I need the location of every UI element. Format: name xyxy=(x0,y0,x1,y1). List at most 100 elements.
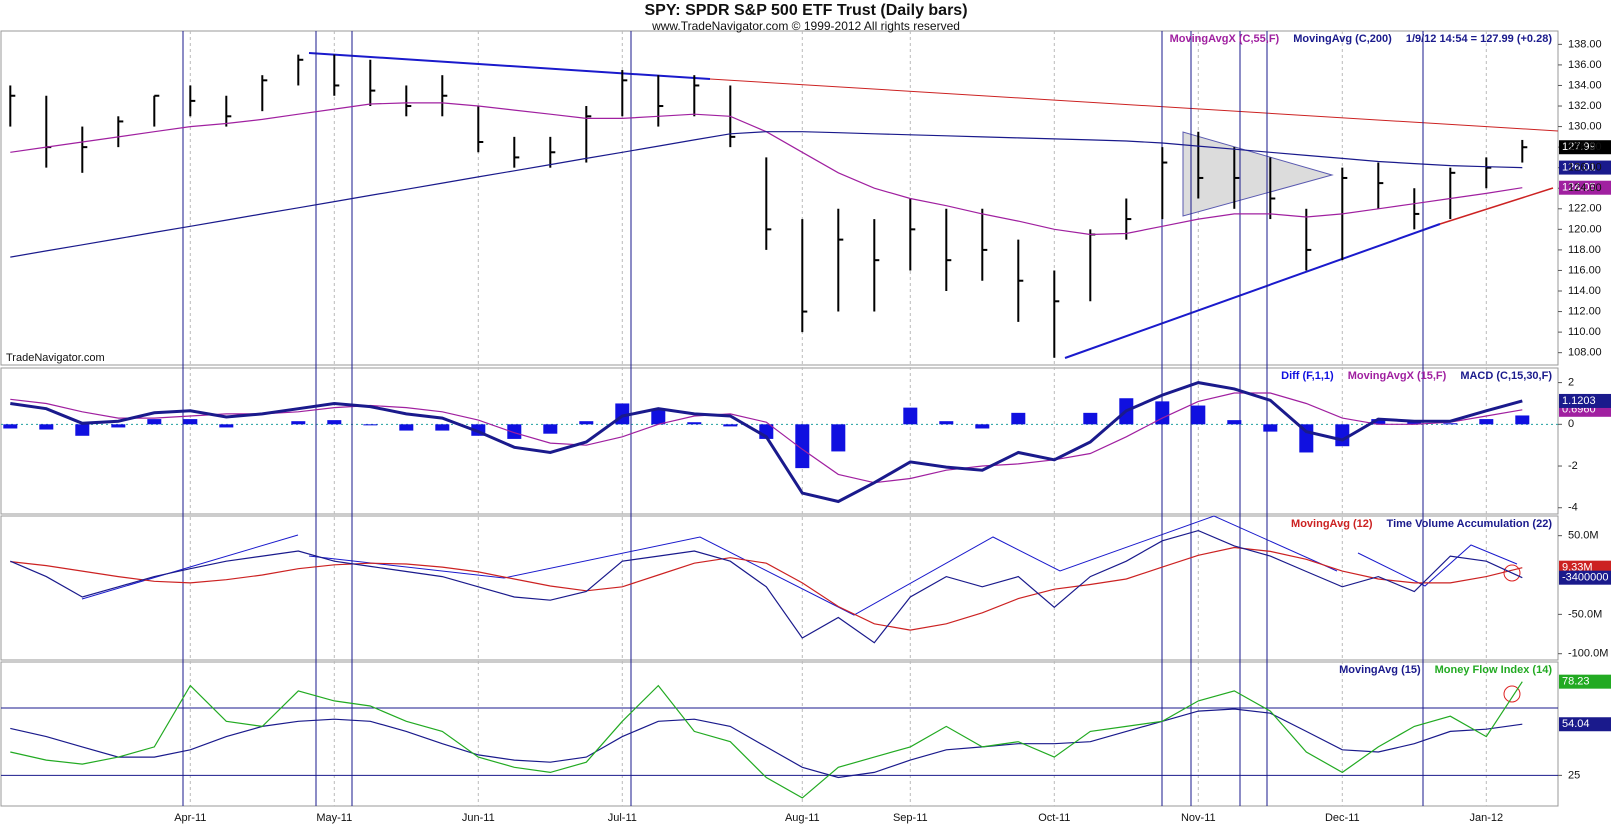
value-box-bg xyxy=(1559,180,1611,195)
histogram-bar xyxy=(399,424,414,431)
value-box: 127.99 xyxy=(1559,140,1611,155)
value-box: 54.04 xyxy=(1559,717,1611,732)
histogram-bar xyxy=(39,424,54,430)
y-tick-label: 118.00 xyxy=(1568,244,1601,256)
y-tick-label: 134.00 xyxy=(1568,79,1602,91)
highlight-circle xyxy=(1503,685,1521,703)
histogram-bar xyxy=(795,424,810,469)
y-tick-label: 126.00 xyxy=(1568,162,1602,174)
legend-entry: 1/9/12 14:54 = 127.99 (+0.28) xyxy=(1406,33,1553,45)
histogram-bar xyxy=(3,424,18,429)
y-tick-label: 110.00 xyxy=(1568,326,1601,338)
x-tick-label: Sep-11 xyxy=(893,812,928,824)
chart-subtitle: www.TradeNavigator.com © 1999-2012 All r… xyxy=(651,19,960,33)
histogram-bar xyxy=(1011,412,1026,425)
y-tick-label: 124.00 xyxy=(1568,182,1602,194)
y-tick-label: -4 xyxy=(1568,502,1578,514)
histogram-bar xyxy=(579,421,594,425)
y-tick-label: 122.00 xyxy=(1568,203,1602,215)
histogram-bar xyxy=(1227,420,1242,425)
value-box-label: 124.05 xyxy=(1562,182,1596,194)
value-box-label: 54.04 xyxy=(1562,718,1590,730)
value-box-label: 1.1203 xyxy=(1562,395,1596,407)
histogram-bar xyxy=(651,408,666,425)
tva-trend-lines xyxy=(81,534,299,600)
y-tick-label: 120.00 xyxy=(1568,223,1602,235)
event-lines xyxy=(182,31,1424,806)
y-tick-label: 108.00 xyxy=(1568,347,1602,359)
value-box: 126.01 xyxy=(1559,160,1611,175)
histogram-bar xyxy=(975,424,990,429)
tva-trend-lines xyxy=(1357,544,1518,587)
plot: 124.05 126.01 127.99 1/9/12 14:54 = 127.99 … xyxy=(3,33,1611,799)
x-tick-label: Jan-12 xyxy=(1469,812,1503,824)
value-box-label: 9.33M xyxy=(1562,562,1593,574)
value-box-label: -3400000 xyxy=(1562,572,1609,584)
y-tick-label: -50.0M xyxy=(1568,608,1602,620)
value-box: 1.1203 xyxy=(1559,393,1611,408)
x-tick-label: May-11 xyxy=(316,812,352,824)
value-box-bg xyxy=(1559,393,1611,408)
histogram-bar xyxy=(183,419,198,425)
value-box-bg xyxy=(1559,140,1611,155)
y-tick-label: 136.00 xyxy=(1568,59,1602,71)
y-tick-label: 25 xyxy=(1568,769,1580,781)
legend-entry: MovingAvg (12) xyxy=(1291,518,1373,530)
triangle-pattern xyxy=(1182,131,1334,217)
legend-entry: MovingAvgX (15,F) xyxy=(1348,370,1447,382)
histogram-bar xyxy=(687,422,702,425)
histogram-bar xyxy=(1407,421,1422,425)
histogram-bar xyxy=(327,420,342,425)
x-tick-label: Apr-11 xyxy=(174,812,206,824)
indicator-line xyxy=(10,681,1523,799)
panel-frames xyxy=(0,30,1559,807)
histogram-bar xyxy=(507,424,522,439)
histogram-bar xyxy=(1479,419,1494,425)
trend-line xyxy=(308,52,711,80)
y-tick-label: 128.00 xyxy=(1568,141,1602,153)
histogram-bar xyxy=(831,424,846,452)
histogram-bar xyxy=(1515,415,1530,425)
y-tick-label: 116.00 xyxy=(1568,264,1601,276)
histogram-bar xyxy=(939,421,954,425)
histogram-bar xyxy=(903,407,918,425)
histogram-bar xyxy=(75,424,90,436)
legend-entry: Diff (F,1,1) xyxy=(1281,370,1334,382)
histogram-bar xyxy=(1191,405,1206,425)
indicator-line xyxy=(10,529,1523,644)
value-box: -3400000 xyxy=(1559,570,1611,585)
value-box-bg xyxy=(1559,717,1611,732)
histogram-bar xyxy=(1155,401,1170,425)
tva-trend-lines xyxy=(503,515,1338,616)
x-tick-label: Jun-11 xyxy=(462,812,495,824)
y-tick-label: 130.00 xyxy=(1568,120,1602,132)
trend-line xyxy=(1064,223,1441,359)
trend-line xyxy=(1439,187,1554,225)
histogram-bar xyxy=(147,419,162,425)
legend-entry: Money Flow Index (14) xyxy=(1435,664,1553,676)
value-box-bg xyxy=(1559,160,1611,175)
highlight-circle xyxy=(1503,564,1521,582)
legend-entry: MACD (C,15,30,F) xyxy=(1460,370,1552,382)
histogram-bar xyxy=(291,421,306,425)
y-tick-label: 50.0M xyxy=(1568,530,1599,542)
x-tick-label: Jul-11 xyxy=(608,812,637,824)
macd-panel xyxy=(0,367,1559,515)
y-tick-label: 132.00 xyxy=(1568,100,1602,112)
histogram-bar xyxy=(1263,424,1278,432)
y-tick-label: -100.0M xyxy=(1568,648,1608,660)
histogram-bar xyxy=(219,424,234,428)
x-tick-label: Aug-11 xyxy=(785,812,820,824)
histogram-bar xyxy=(543,424,558,434)
indicator-line xyxy=(10,381,1523,504)
indicator-line xyxy=(10,546,1523,631)
watermark: TradeNavigator.com xyxy=(6,352,105,364)
x-tick-label: Oct-11 xyxy=(1038,812,1070,824)
trend-line xyxy=(709,78,1559,132)
tva-trend-lines xyxy=(308,555,505,579)
y-tick-label: 114.00 xyxy=(1568,285,1601,297)
histogram-bar xyxy=(111,424,126,428)
y-tick-label: -2 xyxy=(1568,460,1578,472)
